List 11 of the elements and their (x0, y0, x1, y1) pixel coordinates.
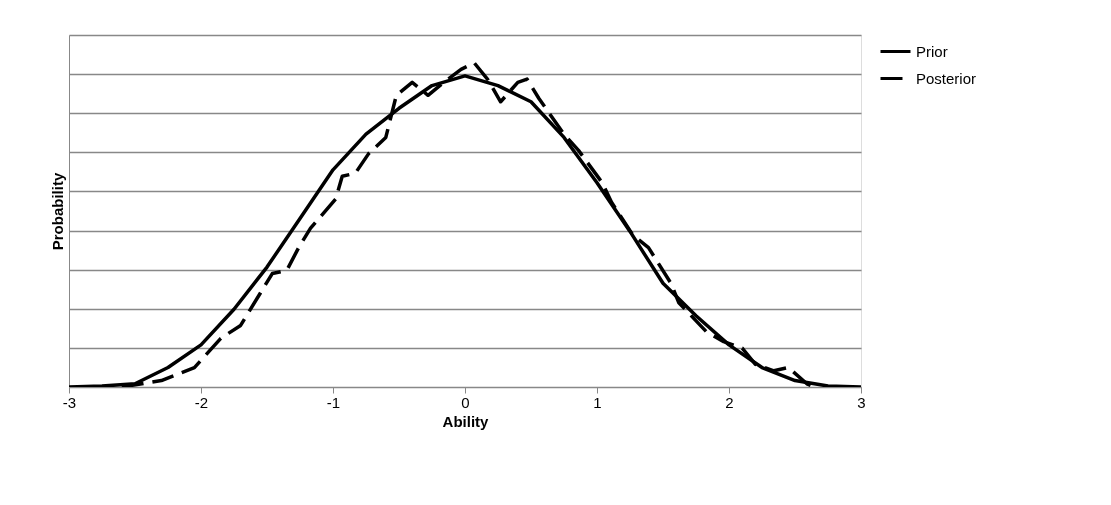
x-axis-title: Ability (442, 412, 490, 430)
x-tick-label: -3 (62, 393, 77, 411)
x-tick-label: 3 (857, 393, 866, 411)
legend-label: Posterior (916, 69, 977, 87)
x-tick-label: -2 (194, 393, 209, 411)
x-tick-label: 2 (725, 393, 734, 411)
x-tick-label: 1 (593, 393, 602, 411)
x-tick-label: 0 (461, 393, 470, 411)
y-axis-title: Probability (48, 172, 66, 251)
x-tick-label: -1 (326, 393, 341, 411)
legend-label: Prior (916, 42, 948, 60)
